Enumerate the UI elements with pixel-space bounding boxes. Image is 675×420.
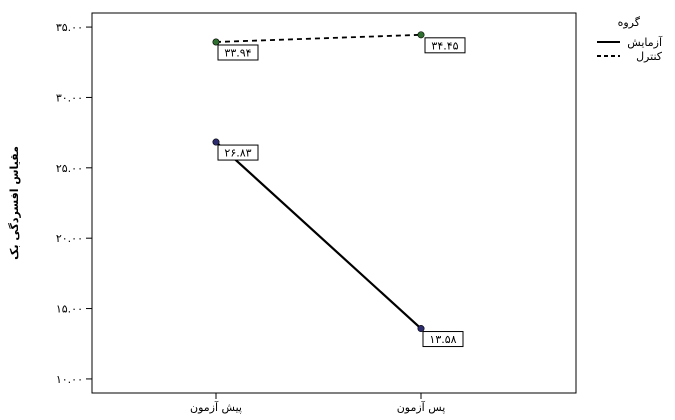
data-label: ۳۴.۴۵ <box>431 39 458 52</box>
y-tick-label: ۳۵.۰۰ <box>56 21 83 34</box>
y-tick-label: ۲۰.۰۰ <box>56 232 83 245</box>
data-point <box>212 38 220 46</box>
legend-item-label: کنترل <box>636 50 663 63</box>
plot-area <box>91 12 577 394</box>
series-2: ۳۳.۹۴ ۳۴.۴۵ <box>212 31 466 61</box>
x-tick-label: پس آزمون <box>397 400 446 414</box>
data-label: ۳۳.۹۴ <box>224 46 251 59</box>
y-axis-ticks: ۱۰.۰۰ ۱۵.۰۰ ۲۰.۰۰ ۲۵.۰۰ ۳۰.۰۰ ۳۵.۰۰ <box>56 21 92 386</box>
data-label-box <box>422 331 464 348</box>
data-label: ۱۳.۵۸ <box>429 333 456 346</box>
data-point <box>417 31 425 39</box>
y-tick-label: ۲۵.۰۰ <box>56 162 83 175</box>
legend-item-label: آزمایش <box>627 35 663 49</box>
series-line <box>215 141 422 330</box>
x-axis-ticks: پیش آزمون پس آزمون <box>190 393 445 414</box>
data-label-box <box>217 144 259 161</box>
data-point <box>212 138 220 146</box>
legend-title: گروه <box>618 16 641 29</box>
series-line <box>215 33 422 43</box>
data-label-box <box>217 44 259 61</box>
y-axis-label: مقیاس افسردگی بک <box>8 146 21 260</box>
series-layer: ۲۶.۸۳ ۱۳.۵۸ ۳۳.۹۴ ۳۴.۴۵ <box>212 31 466 348</box>
y-tick-label: ۱۵.۰۰ <box>56 303 83 316</box>
data-label-box <box>424 37 466 54</box>
series-1: ۲۶.۸۳ ۱۳.۵۸ <box>212 138 464 348</box>
y-tick-label: ۳۰.۰۰ <box>56 91 83 104</box>
x-tick-label: پیش آزمون <box>190 400 242 414</box>
data-point <box>417 325 425 333</box>
y-tick-label: ۱۰.۰۰ <box>56 373 83 386</box>
data-label: ۲۶.۸۳ <box>224 147 251 160</box>
